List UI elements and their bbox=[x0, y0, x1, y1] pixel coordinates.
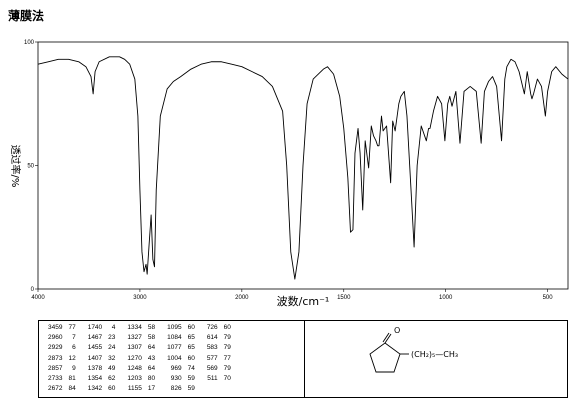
transmittance-cell: 7 bbox=[72, 334, 76, 342]
transmittance-cell: 79 bbox=[223, 334, 231, 342]
transmittance-cell: 60 bbox=[223, 324, 231, 331]
transmittance-cell: 24 bbox=[108, 344, 116, 352]
x-tick-label: 500 bbox=[543, 295, 554, 301]
wavenumber-cell: 1354 bbox=[87, 375, 103, 383]
x-tick-label: 1500 bbox=[337, 295, 351, 301]
table-row: 2733 81 1354 62 1203 80 930 59 511 70 bbox=[45, 374, 234, 384]
wavenumber-cell: 1455 bbox=[87, 344, 103, 352]
transmittance-cell: 58 bbox=[147, 324, 156, 331]
x-tick-label: 1000 bbox=[439, 295, 453, 301]
transmittance-cell: 65 bbox=[187, 344, 195, 352]
wavenumber-cell: 1327 bbox=[127, 334, 142, 342]
transmittance-cell: 74 bbox=[187, 364, 195, 372]
transmittance-cell: 81 bbox=[68, 375, 76, 383]
wavenumber-cell: 3459 bbox=[48, 324, 63, 331]
transmittance-cell: 6 bbox=[72, 344, 76, 352]
wavenumber-cell: 2733 bbox=[48, 375, 63, 383]
wavenumber-cell: 511 bbox=[207, 375, 218, 383]
spectrum-line bbox=[37, 56, 569, 280]
table-row: 2929 6 1455 24 1307 64 1077 65 583 79 bbox=[45, 343, 234, 353]
y-tick-label: 100 bbox=[24, 40, 35, 46]
chart: 薄膜法 波数/cm⁻¹ 透过率/% 4000 3000 2000 1500 1000 50… bbox=[8, 8, 569, 308]
table-row: 2857 9 1378 49 1248 64 969 74 569 79 bbox=[45, 364, 234, 374]
bond bbox=[384, 333, 392, 344]
transmittance-cell: 62 bbox=[108, 375, 116, 383]
wavenumber-cell: 1004 bbox=[167, 354, 182, 362]
structure-panel: O (CH₂)₅—CH₃ bbox=[304, 320, 568, 398]
transmittance-cell: 59 bbox=[187, 385, 195, 393]
transmittance-cell: 58 bbox=[147, 334, 156, 342]
chart-title: 薄膜法 bbox=[8, 8, 44, 23]
wavenumber-cell: 1248 bbox=[127, 364, 142, 372]
table-row: 2960 7 1467 23 1327 58 1084 65 614 79 bbox=[45, 333, 234, 343]
transmittance-cell: 80 bbox=[147, 375, 156, 383]
table-row: 3459 77 1740 4 1334 58 1095 60 726 60 bbox=[45, 323, 234, 333]
x-tick-label: 2000 bbox=[235, 295, 249, 301]
wavenumber-cell: 583 bbox=[206, 344, 218, 352]
wavenumber-cell: 1307 bbox=[127, 344, 142, 352]
wavenumber-cell: 726 bbox=[206, 324, 218, 331]
atom-label: O bbox=[394, 326, 400, 335]
transmittance-cell: 64 bbox=[147, 344, 156, 352]
transmittance-cell: 60 bbox=[187, 354, 195, 362]
wavenumber-cell: 1084 bbox=[167, 334, 182, 342]
transmittance-cell: 12 bbox=[68, 354, 76, 362]
transmittance-cell: 9 bbox=[72, 364, 76, 372]
x-tick-label: 4000 bbox=[31, 295, 45, 301]
transmittance-cell: 32 bbox=[108, 354, 116, 362]
table-row: 2873 12 1407 32 1270 43 1004 60 577 77 bbox=[45, 354, 234, 364]
wavenumber-cell: 1270 bbox=[127, 354, 142, 362]
wavenumber-cell: 930 bbox=[170, 375, 182, 383]
bond bbox=[382, 332, 390, 343]
transmittance-cell: 17 bbox=[147, 385, 156, 393]
transmittance-cell: 70 bbox=[223, 375, 231, 383]
wavenumber-cell: 577 bbox=[206, 354, 218, 362]
wavenumber-cell: 1467 bbox=[87, 334, 103, 342]
transmittance-cell: 60 bbox=[187, 324, 195, 331]
wavenumber-cell: 1095 bbox=[167, 324, 182, 331]
substituent-label: (CH₂)₅—CH₃ bbox=[411, 350, 458, 359]
transmittance-cell: 59 bbox=[187, 375, 195, 383]
wavenumber-cell: 2873 bbox=[48, 354, 63, 362]
transmittance-cell: 4 bbox=[111, 324, 116, 331]
wavenumber-cell: 2672 bbox=[48, 385, 63, 393]
wavenumber-cell: 2929 bbox=[48, 344, 63, 352]
y-tick-label: 0 bbox=[31, 287, 35, 293]
wavenumber-cell: 614 bbox=[206, 334, 218, 342]
transmittance-cell: 64 bbox=[147, 364, 156, 372]
transmittance-cell: 23 bbox=[108, 334, 116, 342]
wavenumber-cell: 2960 bbox=[48, 334, 63, 342]
transmittance-cell: 65 bbox=[187, 334, 195, 342]
y-tick-label: 50 bbox=[27, 164, 34, 170]
wavenumber-cell: 569 bbox=[206, 364, 218, 372]
wavenumber-cell: 1378 bbox=[87, 364, 103, 372]
wavenumber-cell: 1077 bbox=[167, 344, 182, 352]
wavenumber-cell: 1407 bbox=[87, 354, 103, 362]
y-axis-label: 透过率/% bbox=[9, 145, 22, 188]
transmittance-cell: 79 bbox=[223, 364, 231, 372]
transmittance-cell: 43 bbox=[147, 354, 156, 362]
x-axis-label: 波数/cm⁻¹ bbox=[277, 295, 330, 308]
wavenumber-cell: 2857 bbox=[48, 364, 63, 372]
structure: O (CH₂)₅—CH₃ bbox=[369, 326, 458, 373]
wavenumber-cell: 1155 bbox=[127, 385, 142, 393]
wavenumber-cell: 1334 bbox=[127, 324, 142, 331]
wavenumber-cell: 1740 bbox=[87, 324, 103, 331]
peak-table: 3459 77 1740 4 1334 58 1095 60 726 60 2960 7 1467 23 1… bbox=[38, 320, 304, 398]
transmittance-cell: 84 bbox=[68, 385, 76, 393]
transmittance-cell: 77 bbox=[223, 354, 231, 362]
transmittance-cell: 49 bbox=[108, 364, 116, 372]
ring bbox=[369, 342, 401, 373]
table-row: 2672 84 1342 60 1155 17 826 59 bbox=[45, 384, 234, 394]
transmittance-cell: 77 bbox=[68, 324, 76, 331]
x-tick-label: 3000 bbox=[133, 295, 147, 301]
wavenumber-cell: 969 bbox=[170, 364, 182, 372]
wavenumber-cell: 1342 bbox=[87, 385, 103, 393]
wavenumber-cell: 826 bbox=[170, 385, 182, 393]
transmittance-cell: 60 bbox=[108, 385, 116, 393]
wavenumber-cell: 1203 bbox=[127, 375, 142, 383]
transmittance-cell: 79 bbox=[223, 344, 231, 352]
